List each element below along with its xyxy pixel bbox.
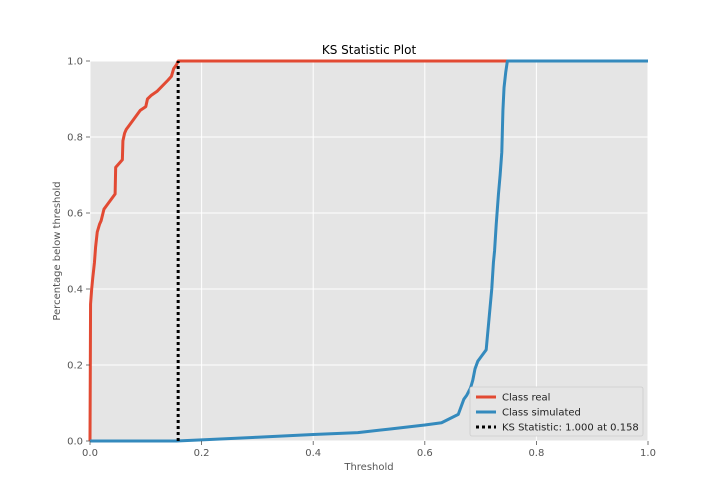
chart-title: KS Statistic Plot bbox=[322, 43, 417, 57]
x-tick-label: 0.2 bbox=[194, 448, 210, 459]
x-tick-label: 0.6 bbox=[417, 448, 433, 459]
plot-background bbox=[90, 61, 648, 441]
y-tick-label: 0.4 bbox=[67, 285, 83, 296]
legend: Class real Class simulated KS Statistic: 1… bbox=[469, 386, 644, 437]
x-tick-label: 0.8 bbox=[528, 448, 544, 459]
y-axis-label: Percentage below threshold bbox=[52, 181, 63, 320]
x-tick-label: 0.0 bbox=[82, 448, 98, 459]
legend-box bbox=[469, 386, 644, 437]
y-tick-label: 1.0 bbox=[67, 57, 83, 68]
legend-item-real: Class real bbox=[476, 393, 550, 404]
y-tick-label: 0.0 bbox=[67, 437, 83, 448]
legend-label: Class simulated bbox=[502, 408, 581, 419]
series-layer bbox=[88, 59, 648, 443]
x-tick-label: 1.0 bbox=[640, 448, 656, 459]
y-tick-label: 0.6 bbox=[67, 209, 83, 220]
legend-item-simulated: Class simulated bbox=[476, 408, 581, 419]
legend-label: KS Statistic: 1.000 at 0.158 bbox=[502, 423, 639, 434]
y-tick-label: 0.2 bbox=[67, 361, 83, 372]
real-series-line bbox=[88, 59, 648, 442]
y-tick-label: 0.8 bbox=[67, 133, 83, 144]
simulated-series-line bbox=[90, 59, 648, 443]
x-axis-label: Threshold bbox=[343, 462, 393, 473]
x-tick-label: 0.4 bbox=[305, 448, 321, 459]
tick-labels: 0.0 0.2 0.4 0.6 0.8 1.0 0.0 0.2 0.4 0.6 0.8 1.0 bbox=[67, 57, 656, 460]
legend-item-ks-statistic: KS Statistic: 1.000 at 0.158 bbox=[476, 423, 639, 434]
legend-label: Class real bbox=[502, 393, 550, 404]
